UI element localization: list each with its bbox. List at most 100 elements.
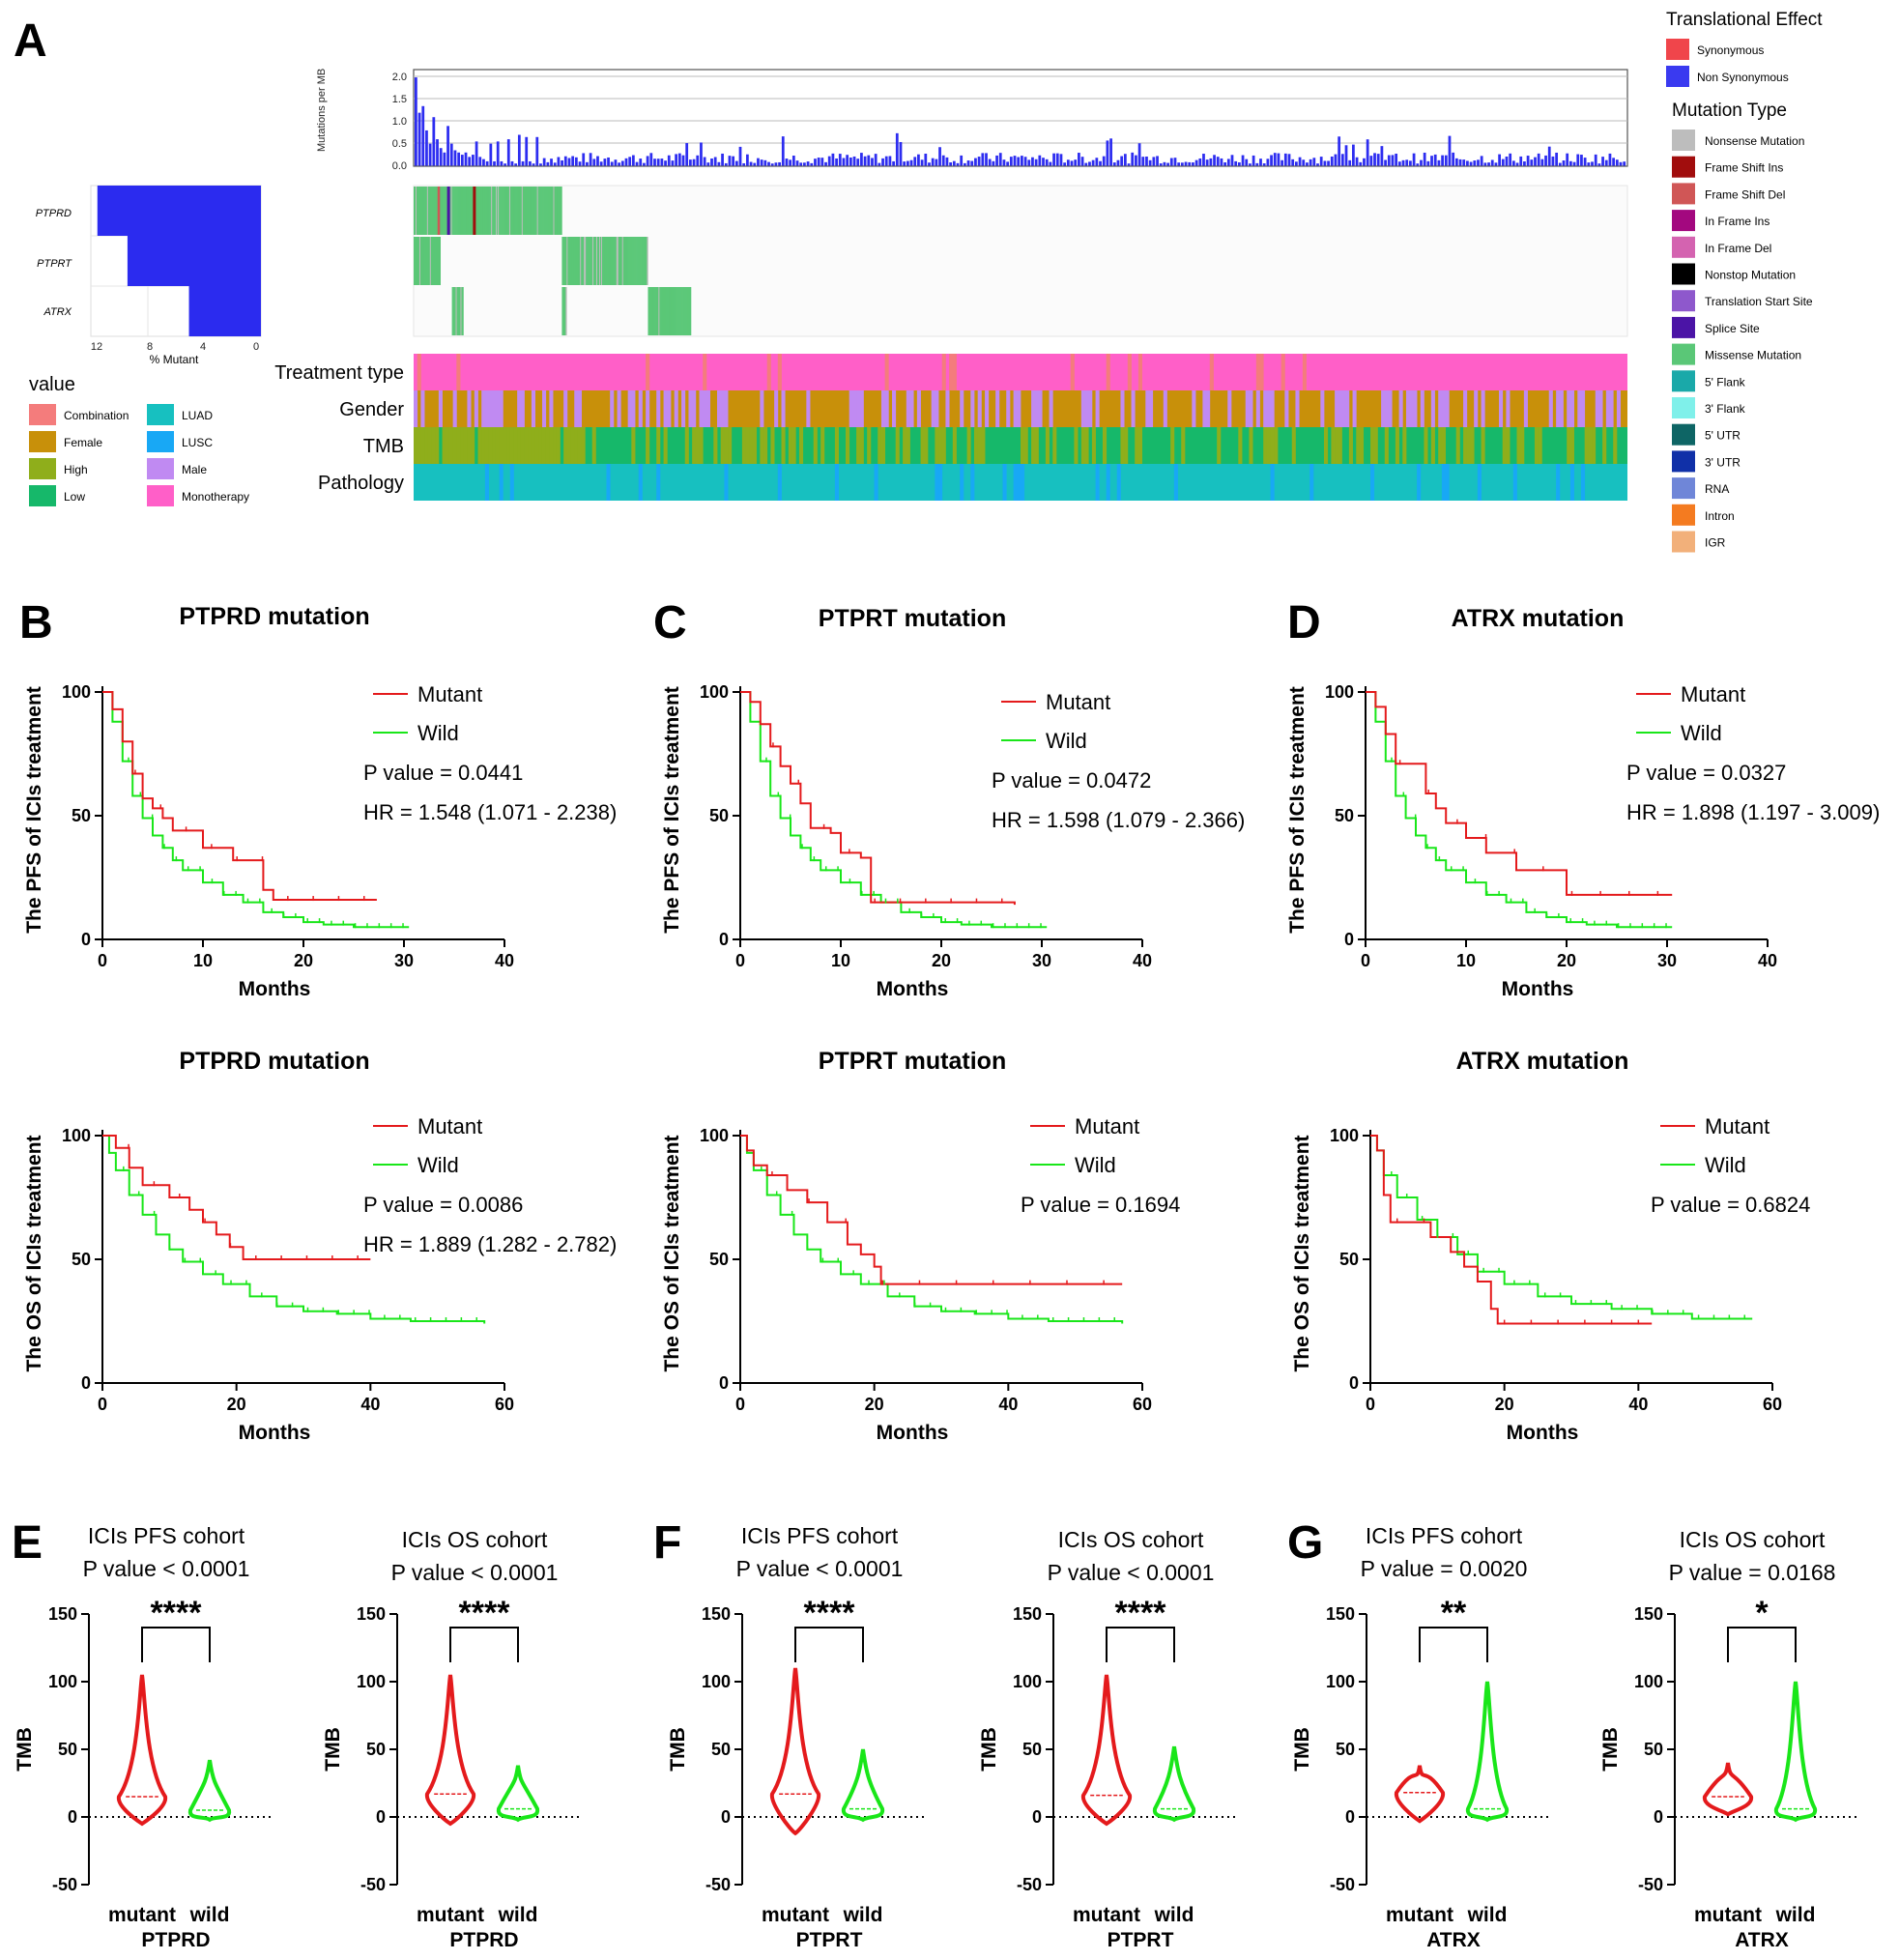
x-axis-label: Months: [877, 978, 949, 1000]
tmb-bar: [1302, 159, 1306, 166]
oncoprint-cell: [489, 187, 491, 235]
track-cell: [517, 390, 522, 427]
p-value-text: P value = 0.1694: [1021, 1193, 1180, 1217]
oncoprint-cell: [629, 237, 631, 285]
tmb-bar: [1366, 139, 1369, 166]
mutation-type-swatch: [1672, 183, 1695, 205]
x-axis-label: PTPRD: [141, 1929, 210, 1951]
track-cell: [741, 427, 746, 464]
oncoprint-cell: [577, 237, 579, 285]
x-tick-label: wild: [843, 1904, 883, 1926]
track-cell: [446, 427, 450, 464]
tmb-bar: [478, 157, 482, 166]
mutation-type-label: In Frame Del: [1705, 242, 1771, 255]
oncoprint-cell: [494, 187, 496, 235]
tmb-bar: [1180, 162, 1184, 166]
gene-label: PTPRD: [36, 208, 72, 219]
tmb-bar: [417, 112, 421, 166]
y-tick-label: 100: [1013, 1672, 1042, 1691]
track-cell: [884, 390, 889, 427]
x-tick-label: 20: [1557, 951, 1576, 970]
oncoprint-cell: [524, 187, 527, 235]
track-cell: [1409, 390, 1414, 427]
value-legend-label: Male: [182, 463, 207, 476]
mutation-type-swatch: [1672, 423, 1695, 446]
tmb-bar: [514, 163, 518, 166]
panel-label-c: C: [653, 597, 687, 649]
track-cell: [1577, 390, 1582, 427]
track-cell: [749, 427, 754, 464]
tmb-bar: [675, 154, 678, 166]
oncoprint-cell: [454, 187, 456, 235]
x-axis-label: Months: [239, 1422, 311, 1444]
y-tick-label: 50: [72, 806, 91, 825]
oncoprint-cell: [624, 237, 627, 285]
km-panel-b2: PTPRD mutation 0 20 40 60 0 50 100 Months The OS …: [23, 1048, 617, 1444]
track-cell: [541, 390, 547, 427]
track-cell: [766, 354, 771, 390]
track-cell: [467, 390, 472, 427]
oncoprint-cell: [683, 287, 685, 335]
tmb-bar: [496, 141, 500, 166]
track-cell: [920, 427, 925, 464]
track-cell: [938, 464, 943, 501]
tmb-bar: [1237, 162, 1241, 166]
oncoprint-cell: [463, 187, 465, 235]
oncoprint-cell: [554, 187, 556, 235]
oncoprint-cell: [619, 237, 621, 285]
mutation-type-label: 5' Flank: [1705, 375, 1746, 389]
track-cell: [570, 427, 575, 464]
panel-label-e: E: [12, 1517, 43, 1569]
track-cell: [656, 390, 661, 427]
tmb-bar: [803, 162, 806, 166]
p-value-text: P value = 0.0327: [1626, 761, 1786, 785]
track-cell: [949, 354, 954, 390]
x-tick-label: mutant: [108, 1904, 176, 1926]
track-cell: [1609, 390, 1614, 427]
oncoprint-cell: [687, 287, 689, 335]
violin-p-value: P value = 0.0020: [1361, 1556, 1528, 1581]
track-cell: [1163, 390, 1167, 427]
mutation-type-label: 3' Flank: [1705, 402, 1746, 416]
oncoprint-cell: [559, 187, 561, 235]
oncoprint-cell: [595, 237, 597, 285]
tmb-bar: [635, 161, 639, 166]
oncoprint-cell: [507, 187, 510, 235]
oncoprint-cell: [523, 187, 526, 235]
tmb-bar: [529, 160, 532, 166]
tmb-bar: [1519, 156, 1523, 166]
translational-title: Translational Effect: [1666, 10, 1823, 30]
oncoprint-cell: [469, 187, 471, 235]
track-cell: [856, 390, 861, 427]
value-legend: value Combination LUAD Female LUSC High Male L…: [29, 374, 249, 506]
tmb-bar: [542, 158, 546, 166]
track-cell: [1255, 390, 1260, 427]
track-cell: [845, 427, 850, 464]
oncoprint-cell: [437, 187, 441, 235]
oncoprint-cell: [414, 237, 417, 285]
oncoprint-cell: [658, 287, 660, 335]
tmb-bar: [906, 160, 909, 166]
x-tick-label: 10: [1456, 951, 1476, 970]
oncoprint-cell: [429, 237, 432, 285]
legend-wild-label: Wild: [1046, 729, 1087, 753]
track-cell: [1499, 390, 1504, 427]
tmb-bar: [1487, 162, 1490, 166]
tmb-bar: [1123, 154, 1127, 166]
y-tick-label: 0: [1654, 1807, 1663, 1827]
track-cell: [752, 427, 758, 464]
tmb-bar: [1397, 161, 1401, 166]
tmb-bar: [1145, 157, 1148, 166]
oncoprint-cell: [666, 287, 668, 335]
oncoprint-cell: [541, 187, 543, 235]
tmb-bar: [732, 156, 735, 166]
x-tick-label: wild: [498, 1904, 538, 1926]
oncoprint-cell: [591, 237, 593, 285]
track-cell: [1013, 464, 1018, 501]
mutation-type-swatch: [1672, 504, 1695, 526]
track-cell: [1137, 427, 1142, 464]
x-tick-label: 0: [1366, 1395, 1375, 1414]
tmb-bar: [1216, 157, 1220, 166]
tmb-bar: [945, 157, 949, 166]
tmb-bar: [664, 160, 667, 166]
